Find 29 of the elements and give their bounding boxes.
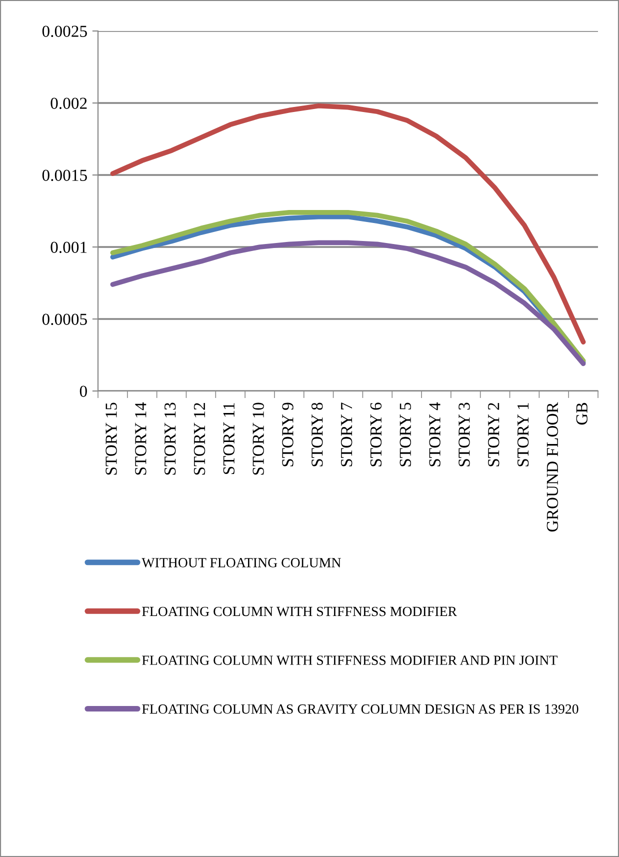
x-tick-label: STORY 11 (223, 403, 235, 474)
x-tick-label: STORY 5 (400, 402, 411, 466)
x-tick-label: STORY 6 (370, 402, 382, 466)
legend-label: FLOATING COLUMN AS GRAVITY COLUMN DESIGN AS PER IS 13920 (142, 704, 578, 714)
x-tick-label: STORY 1 (517, 403, 529, 466)
x-tick-label: STORY 13 (164, 402, 176, 475)
legend-label: FLOATING COLUMN WITH STIFFNESS MODIFIER (142, 606, 457, 616)
legend-label: FLOATING COLUMN WITH STIFFNESS MODIFIER AND PIN JOINT (142, 656, 558, 666)
y-tick-label: 0.0015 (42, 170, 87, 182)
x-tick-label: STORY 9 (282, 402, 294, 466)
x-tick-label: STORY 8 (312, 402, 323, 466)
x-tick-label: STORY 12 (194, 403, 206, 475)
x-tick-label: STORY 4 (429, 402, 440, 466)
y-tick-label: 0 (80, 386, 87, 397)
line-series (110, 103, 586, 344)
x-tick-label: GB (576, 402, 588, 425)
x-tick-label: GROUND FLOOR (546, 402, 558, 532)
y-tick-label: 0.001 (50, 242, 87, 254)
x-tick-label: STORY 15 (106, 402, 117, 475)
line-series (110, 240, 586, 366)
y-tick-label: 0.0005 (42, 314, 87, 326)
x-tick-label: STORY 7 (340, 402, 352, 466)
y-tick-label: 0.0025 (42, 26, 87, 38)
y-tick-label: 0.002 (50, 98, 87, 110)
x-tick-label: STORY 10 (252, 402, 264, 475)
x-tick-label: STORY 14 (135, 402, 146, 475)
legend-label: WITHOUT FLOATING COLUMN (142, 558, 341, 568)
x-tick-label: STORY 2 (488, 403, 500, 466)
x-tick-label: STORY 3 (458, 402, 470, 466)
